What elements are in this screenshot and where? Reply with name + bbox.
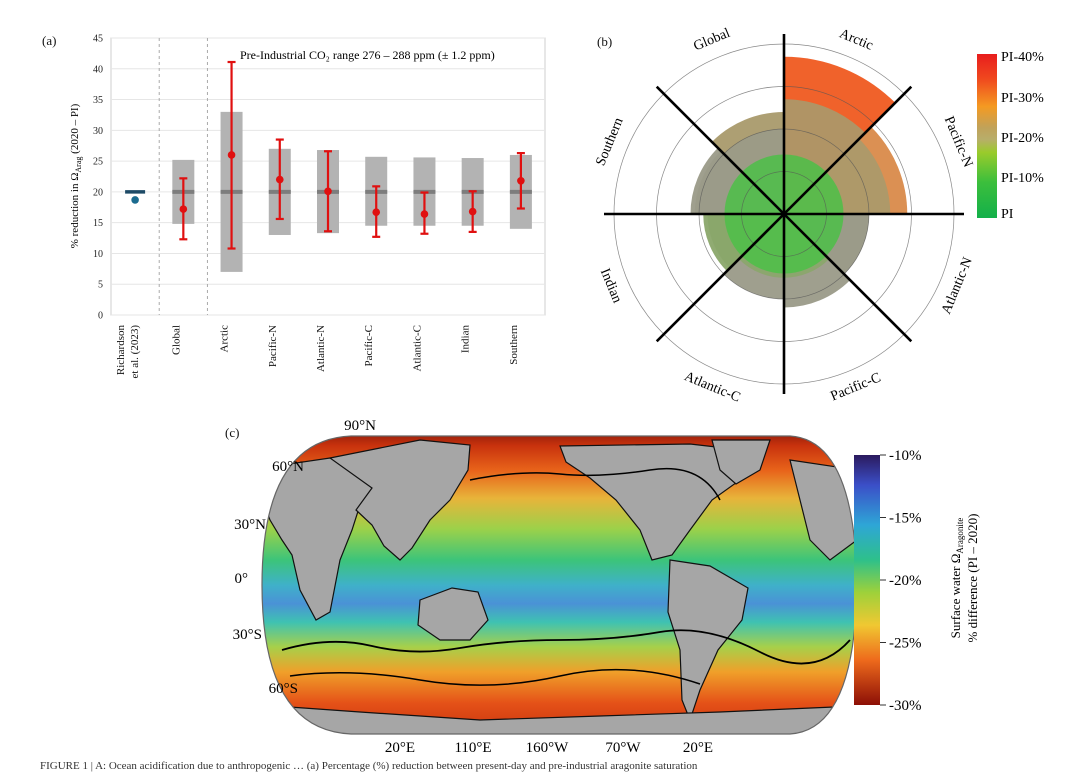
longitude-label: 20°E [385,740,415,756]
mean-point [179,205,188,213]
mean-point [517,177,525,185]
land-greenland [711,439,771,485]
x-category-label: Southern [508,325,520,365]
y-tick-label-a: 5 [98,280,103,291]
y-tick-label-a: 25 [93,157,103,168]
colorbar-tick-label: -20% [889,573,922,589]
richardson-point [131,196,139,204]
mean-point [227,151,236,159]
figure-caption: FIGURE 1 | A: Ocean acidification due to… [40,760,698,772]
y-tick-label-a: 15 [93,218,103,229]
y-tick-label-a: 45 [93,34,103,45]
b-colorscale [977,54,997,218]
y-tick-label-a: 35 [93,95,103,106]
sector-wedge-inner [724,214,784,257]
mean-point [275,175,284,184]
x-category-label: Atlantic-N [315,325,327,372]
panel-b-label: (b) [597,34,613,49]
latitude-label: 90°N [344,418,376,434]
contour-north [469,467,721,501]
x-category-label: Atlantic-C [411,325,423,371]
panel-c-label: (c) [225,425,240,440]
scale-tick-label: PI-30% [1001,91,1044,106]
scale-tick-label: PI-20% [1001,131,1044,146]
mean-point [420,210,429,218]
c-colorbar [854,455,880,705]
y-axis-label-a: % reduction in ΩArag (2020 – PI) [69,103,83,248]
x-category-label: Global [170,325,182,355]
latitude-label: 30°S [233,627,262,643]
scale-tick-label: PI [1001,207,1014,222]
sector-spoke [783,85,913,215]
scale-tick-label: PI-40% [1001,50,1044,65]
x-category-label: Pacific-C [363,325,375,367]
latitude-label: 30°N [234,517,266,533]
latitude-label: 60°S [269,681,298,697]
x-category-label: Arctic [219,325,231,353]
colorbar-tick-label: -30% [889,698,922,714]
c-colorbar-label: Surface water ΩAragonite [948,518,965,639]
y-tick-label-a: 20 [93,187,103,198]
sector-spoke [655,85,785,215]
land-asia [328,439,471,561]
sector-wedge-inner [784,154,827,214]
panel-a-label: (a) [42,33,57,48]
latitude-label: 0° [235,571,249,587]
mean-point [468,207,477,216]
latitude-label: 60°N [272,459,304,475]
land-antarctica [262,704,857,734]
land-europe-east [789,459,857,561]
map-outline [261,435,858,735]
sector-wedge-inner [784,214,844,257]
colorbar-tick-label: -25% [889,636,922,652]
x-category-label: et al. (2023) [129,325,141,379]
longitude-label: 70°W [605,740,641,756]
sector-wedge-inner [741,214,784,274]
scale-tick-label: PI-10% [1001,171,1044,186]
longitude-label: 110°E [454,740,491,756]
colorbar-tick-label: -10% [889,448,922,464]
contour-south-2 [289,668,701,686]
y-tick-label-a: 0 [98,311,103,322]
y-tick-label-a: 40 [93,64,103,75]
sector-spoke [655,213,785,343]
sector-wedge-inner [741,154,784,214]
colorbar-tick-label: -15% [889,511,922,527]
sector-spoke [783,213,913,343]
contour-south [281,629,851,665]
mean-point [372,208,381,217]
mean-point [324,187,332,196]
y-tick-label-a: 30 [93,126,103,137]
x-category-label: Indian [460,325,472,354]
x-category-label: Richardson [115,325,127,376]
x-category-label: Pacific-N [267,325,279,367]
longitude-label: 20°E [683,740,713,756]
sector-wedge-inner [784,171,844,214]
y-tick-label-a: 10 [93,249,103,260]
land-australia [417,587,489,641]
annotation-co2-range: Pre-Industrial CO₂ range 276 – 288 ppm (… [240,48,495,62]
sector-wedge-inner [784,214,827,274]
longitude-label: 160°W [526,740,569,756]
c-colorbar-label-2: % difference (PI – 2020) [965,514,980,643]
sector-wedge-inner [724,171,784,214]
